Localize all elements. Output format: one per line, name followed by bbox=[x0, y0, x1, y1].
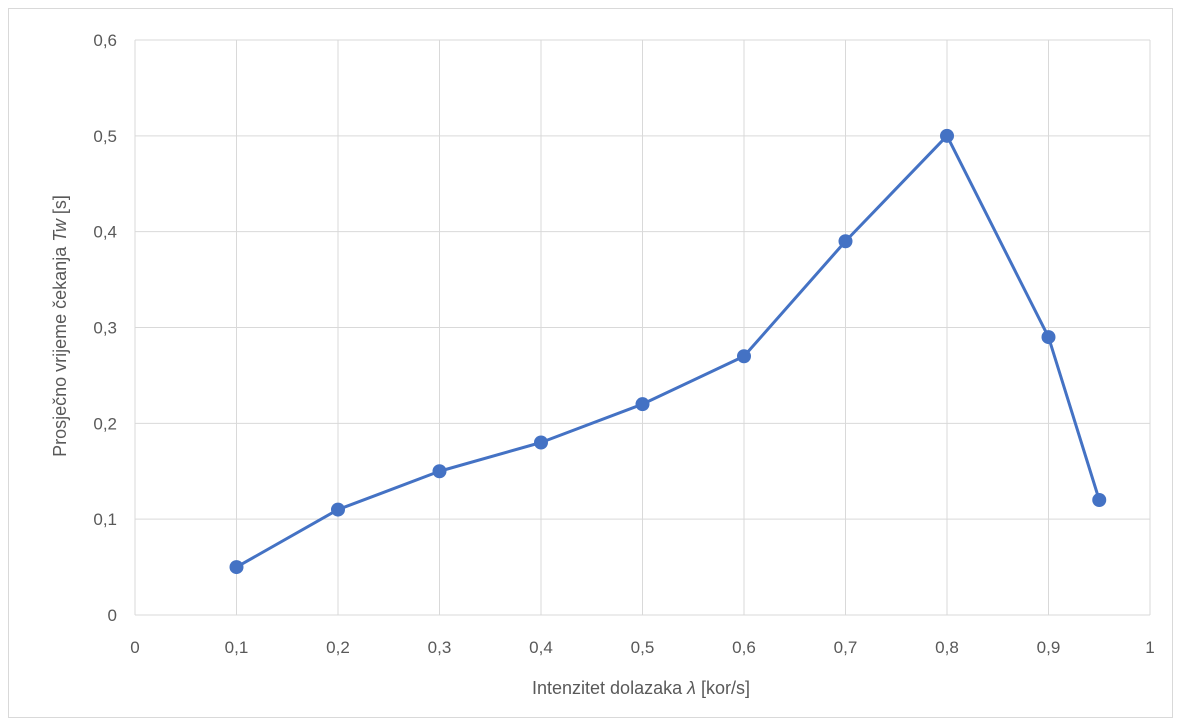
x-tick-label: 0,3 bbox=[428, 638, 452, 657]
data-point bbox=[229, 560, 244, 575]
data-point bbox=[534, 435, 548, 450]
x-tick-label: 0,6 bbox=[732, 638, 756, 657]
y-axis-title-unit: [s] bbox=[50, 195, 70, 219]
x-tick-label: 0,4 bbox=[529, 638, 553, 657]
y-tick-label: 0,2 bbox=[93, 414, 117, 433]
gridlines bbox=[134, 39, 1151, 616]
x-axis-title-symbol: λ bbox=[686, 678, 696, 698]
y-tick-label: 0,5 bbox=[93, 127, 117, 146]
x-tick-label: 0,5 bbox=[631, 638, 655, 657]
x-tick-label: 0,9 bbox=[1037, 638, 1061, 657]
data-point bbox=[1092, 493, 1107, 507]
data-point bbox=[838, 234, 853, 249]
x-tick-label: 0 bbox=[130, 638, 139, 657]
x-tick-label: 0,1 bbox=[225, 638, 249, 657]
y-tick-label: 0,6 bbox=[93, 31, 117, 50]
x-tick-label: 1 bbox=[1145, 638, 1154, 657]
data-point bbox=[737, 349, 751, 364]
y-axis-title: Prosječno vrijeme čekanja Tw [s] bbox=[50, 195, 70, 457]
y-axis-title-text: Prosječno vrijeme čekanja bbox=[50, 242, 70, 457]
data-point bbox=[1041, 330, 1056, 345]
x-axis-title-text: Intenzitet dolazaka bbox=[532, 678, 687, 698]
data-point bbox=[940, 128, 954, 143]
y-axis-title-symbol: Tw bbox=[50, 218, 70, 242]
series-group bbox=[229, 128, 1107, 575]
x-tick-label: 0,8 bbox=[935, 638, 959, 657]
chart-frame bbox=[8, 8, 1173, 718]
y-tick-label: 0,1 bbox=[93, 510, 117, 529]
y-tick-label: 0,4 bbox=[93, 223, 117, 242]
y-tick-label: 0 bbox=[108, 606, 117, 625]
y-tick-label: 0,3 bbox=[93, 319, 117, 338]
data-point bbox=[432, 464, 447, 479]
x-axis-title-unit: [kor/s] bbox=[696, 678, 750, 698]
x-tick-label: 0,2 bbox=[326, 638, 350, 657]
data-point bbox=[635, 397, 650, 412]
data-point bbox=[331, 502, 345, 517]
x-tick-label: 0,7 bbox=[834, 638, 858, 657]
x-axis-title: Intenzitet dolazaka λ [kor/s] bbox=[532, 678, 750, 698]
tick-labels: 0 0,1 0,2 0,3 0,4 0,5 0,6 0 0,1 0,2 0,3 0,4 0,5 0,6 0,… bbox=[93, 31, 1154, 657]
series-line bbox=[235, 134, 1101, 569]
